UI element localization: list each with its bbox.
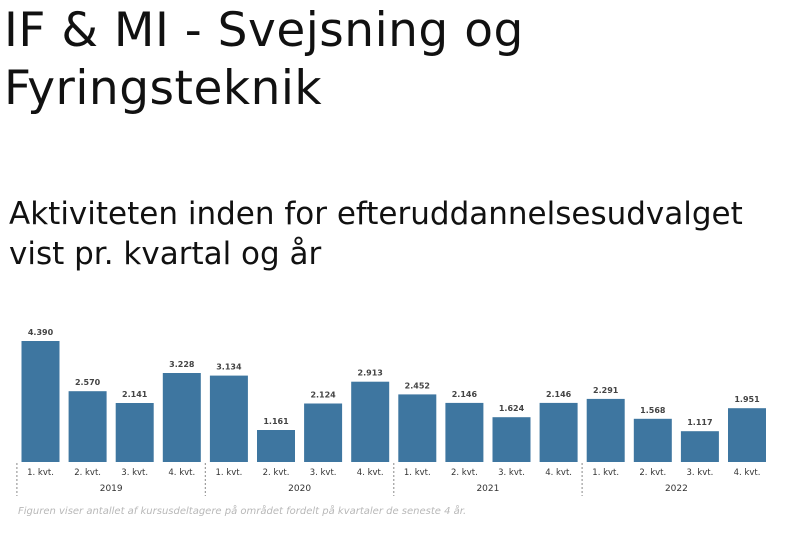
x-tick-label: 2. kvt. — [74, 468, 101, 478]
bar-2021-q4 — [539, 402, 578, 462]
year-label: 2021 — [476, 484, 499, 494]
x-tick-label: 1. kvt. — [215, 468, 242, 478]
bar-2021-q3 — [492, 417, 531, 462]
x-tick-label: 3. kvt. — [310, 468, 337, 478]
x-tick-label: 2. kvt. — [263, 468, 290, 478]
data-label: 1.951 — [734, 395, 760, 404]
year-label: 2020 — [288, 484, 311, 494]
bar-2020-q1 — [209, 375, 248, 462]
year-label: 2022 — [665, 484, 688, 494]
bar-2022-q1 — [586, 398, 625, 462]
data-label: 4.390 — [28, 328, 54, 337]
data-label: 2.913 — [358, 369, 383, 378]
data-label: 2.124 — [310, 391, 336, 400]
x-tick-label: 2. kvt. — [451, 468, 478, 478]
year-label: 2019 — [100, 484, 123, 494]
bar-2022-q4 — [728, 408, 766, 462]
data-label: 1.624 — [499, 404, 525, 413]
chart-caption: Figuren viser antallet af kursusdeltager… — [18, 506, 467, 517]
x-tick-label: 1. kvt. — [592, 468, 619, 478]
bar-2021-q1 — [398, 394, 437, 462]
data-label: 2.452 — [405, 381, 430, 390]
bar-2019-q1 — [21, 341, 60, 462]
x-tick-label: 4. kvt. — [734, 468, 761, 478]
bar-2022-q2 — [633, 418, 672, 462]
x-tick-label: 2. kvt. — [639, 468, 666, 478]
bar-2019-q3 — [115, 403, 154, 462]
data-label: 1.568 — [640, 406, 666, 415]
bar-2020-q3 — [304, 403, 343, 462]
data-label: 2.291 — [593, 386, 619, 395]
data-label: 3.134 — [216, 363, 242, 372]
bar-2021-q2 — [445, 402, 484, 462]
data-label: 3.228 — [169, 360, 195, 369]
bar-2019-q2 — [68, 391, 107, 462]
data-label: 2.141 — [122, 390, 148, 399]
bar-chart: 4.390 1. kvt. 2.570 2. kvt. 2.141 3. kvt. 3.22… — [16, 328, 766, 496]
chart-title: Aktiviteten inden for efteruddannelsesud… — [9, 196, 743, 272]
x-tick-label: 4. kvt. — [545, 468, 572, 478]
x-tick-label: 3. kvt. — [121, 468, 148, 478]
data-label: 1.117 — [687, 418, 712, 427]
data-label: 1.161 — [263, 417, 289, 426]
page-title: IF & MI - Svejsning og Fyringsteknik — [4, 3, 524, 116]
x-tick-label: 1. kvt. — [27, 468, 54, 478]
data-label: 2.146 — [546, 390, 572, 399]
bar-2022-q3 — [680, 431, 719, 462]
x-tick-label: 3. kvt. — [686, 468, 713, 478]
bar-2019-q4 — [162, 373, 201, 462]
x-tick-label: 4. kvt. — [357, 468, 384, 478]
bar-2020-q2 — [257, 430, 295, 462]
data-label: 2.146 — [452, 390, 478, 399]
data-label: 2.570 — [75, 378, 101, 387]
x-tick-label: 1. kvt. — [404, 468, 431, 478]
x-tick-label: 3. kvt. — [498, 468, 525, 478]
bar-2020-q4 — [351, 381, 390, 462]
x-tick-label: 4. kvt. — [168, 468, 195, 478]
